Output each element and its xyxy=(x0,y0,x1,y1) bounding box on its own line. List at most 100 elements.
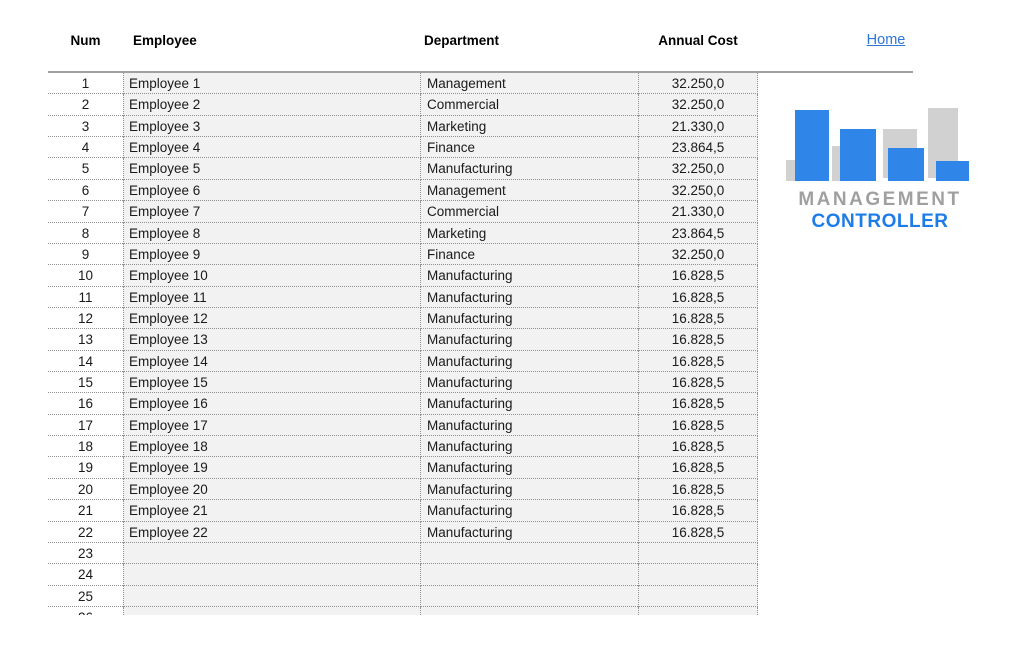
cell-department[interactable]: Manufacturing xyxy=(421,265,638,287)
cell-annual-cost[interactable]: 23.864,5 xyxy=(638,222,758,244)
cell-annual-cost[interactable] xyxy=(638,564,758,586)
cell-employee[interactable]: Employee 13 xyxy=(123,329,421,351)
column-header-annual-cost[interactable]: Annual Cost xyxy=(658,33,738,48)
cell-annual-cost[interactable]: 16.828,5 xyxy=(638,350,758,373)
cell-employee[interactable]: Employee 10 xyxy=(123,265,421,287)
cell-annual-cost[interactable]: 16.828,5 xyxy=(638,329,758,351)
cell-department[interactable]: Manufacturing xyxy=(421,478,638,501)
cell-employee[interactable]: Employee 2 xyxy=(123,94,421,116)
cell-employee[interactable]: Employee 22 xyxy=(123,521,421,543)
cell-employee[interactable]: Employee 16 xyxy=(123,393,421,415)
cell-employee[interactable] xyxy=(123,542,421,565)
cell-department[interactable]: Management xyxy=(421,179,638,202)
cell-num[interactable]: 4 xyxy=(48,137,123,159)
cell-annual-cost[interactable]: 16.828,5 xyxy=(638,372,758,394)
cell-department[interactable] xyxy=(421,585,638,607)
cell-num[interactable]: 22 xyxy=(48,521,123,543)
cell-num[interactable]: 24 xyxy=(48,564,123,586)
cell-annual-cost[interactable]: 16.828,5 xyxy=(638,393,758,415)
cell-annual-cost[interactable] xyxy=(638,606,758,615)
cell-department[interactable] xyxy=(421,542,638,565)
cell-employee[interactable]: Employee 4 xyxy=(123,137,421,159)
cell-annual-cost[interactable] xyxy=(638,585,758,607)
cell-employee[interactable]: Employee 5 xyxy=(123,158,421,180)
cell-employee[interactable] xyxy=(123,564,421,586)
cell-employee[interactable]: Employee 1 xyxy=(123,73,421,95)
cell-annual-cost[interactable]: 32.250,0 xyxy=(638,243,758,266)
cell-num[interactable]: 11 xyxy=(48,286,123,308)
cell-employee[interactable]: Employee 8 xyxy=(123,222,421,244)
cell-annual-cost[interactable] xyxy=(638,542,758,565)
cell-department[interactable]: Marketing xyxy=(421,115,638,138)
cell-department[interactable]: Manufacturing xyxy=(421,414,638,437)
column-header-num[interactable]: Num xyxy=(70,33,101,48)
cell-annual-cost[interactable]: 16.828,5 xyxy=(638,307,758,330)
cell-num[interactable]: 9 xyxy=(48,243,123,266)
cell-department[interactable]: Manufacturing xyxy=(421,457,638,479)
cell-num[interactable]: 16 xyxy=(48,393,123,415)
cell-employee[interactable]: Employee 6 xyxy=(123,179,421,202)
cell-department[interactable]: Finance xyxy=(421,137,638,159)
cell-num[interactable]: 15 xyxy=(48,372,123,394)
cell-department[interactable]: Manufacturing xyxy=(421,521,638,543)
cell-employee[interactable]: Employee 21 xyxy=(123,500,421,522)
cell-num[interactable]: 21 xyxy=(48,500,123,522)
column-header-department[interactable]: Department xyxy=(424,33,500,48)
cell-num[interactable]: 5 xyxy=(48,158,123,180)
cell-num[interactable]: 10 xyxy=(48,265,123,287)
cell-department[interactable]: Management xyxy=(421,73,638,95)
cell-department[interactable]: Manufacturing xyxy=(421,350,638,373)
cell-employee[interactable] xyxy=(123,606,421,615)
cell-num[interactable]: 1 xyxy=(48,73,123,95)
cell-annual-cost[interactable]: 32.250,0 xyxy=(638,73,758,95)
cell-department[interactable]: Manufacturing xyxy=(421,286,638,308)
cell-annual-cost[interactable]: 16.828,5 xyxy=(638,500,758,522)
cell-department[interactable]: Commercial xyxy=(421,94,638,116)
cell-department[interactable]: Manufacturing xyxy=(421,329,638,351)
cell-num[interactable]: 23 xyxy=(48,542,123,565)
cell-annual-cost[interactable]: 16.828,5 xyxy=(638,265,758,287)
cell-department[interactable]: Manufacturing xyxy=(421,500,638,522)
cell-annual-cost[interactable]: 16.828,5 xyxy=(638,436,758,458)
cell-employee[interactable]: Employee 20 xyxy=(123,478,421,501)
cell-num[interactable]: 6 xyxy=(48,179,123,202)
cell-annual-cost[interactable]: 21.330,0 xyxy=(638,201,758,223)
cell-num[interactable]: 12 xyxy=(48,307,123,330)
cell-employee[interactable]: Employee 7 xyxy=(123,201,421,223)
cell-num[interactable]: 25 xyxy=(48,585,123,607)
cell-department[interactable]: Marketing xyxy=(421,222,638,244)
cell-department[interactable] xyxy=(421,564,638,586)
cell-num[interactable]: 14 xyxy=(48,350,123,373)
cell-department[interactable]: Manufacturing xyxy=(421,158,638,180)
cell-annual-cost[interactable]: 32.250,0 xyxy=(638,158,758,180)
cell-annual-cost[interactable]: 16.828,5 xyxy=(638,414,758,437)
cell-num[interactable]: 18 xyxy=(48,436,123,458)
cell-employee[interactable]: Employee 15 xyxy=(123,372,421,394)
cell-annual-cost[interactable]: 16.828,5 xyxy=(638,286,758,308)
cell-annual-cost[interactable]: 16.828,5 xyxy=(638,457,758,479)
cell-annual-cost[interactable]: 16.828,5 xyxy=(638,521,758,543)
cell-employee[interactable]: Employee 18 xyxy=(123,436,421,458)
cell-num[interactable]: 2 xyxy=(48,94,123,116)
cell-num[interactable]: 17 xyxy=(48,414,123,437)
cell-num[interactable]: 13 xyxy=(48,329,123,351)
cell-employee[interactable]: Employee 19 xyxy=(123,457,421,479)
cell-num[interactable]: 8 xyxy=(48,222,123,244)
cell-department[interactable]: Manufacturing xyxy=(421,307,638,330)
column-header-employee[interactable]: Employee xyxy=(133,33,197,48)
cell-department[interactable]: Finance xyxy=(421,243,638,266)
cell-department[interactable]: Commercial xyxy=(421,201,638,223)
cell-department[interactable]: Manufacturing xyxy=(421,393,638,415)
cell-employee[interactable]: Employee 14 xyxy=(123,350,421,373)
cell-annual-cost[interactable]: 23.864,5 xyxy=(638,137,758,159)
cell-department[interactable]: Manufacturing xyxy=(421,436,638,458)
cell-employee[interactable]: Employee 17 xyxy=(123,414,421,437)
cell-employee[interactable]: Employee 9 xyxy=(123,243,421,266)
cell-num[interactable]: 7 xyxy=(48,201,123,223)
cell-annual-cost[interactable]: 32.250,0 xyxy=(638,179,758,202)
cell-employee[interactable]: Employee 12 xyxy=(123,307,421,330)
cell-annual-cost[interactable]: 32.250,0 xyxy=(638,94,758,116)
cell-annual-cost[interactable]: 16.828,5 xyxy=(638,478,758,501)
home-link[interactable]: Home xyxy=(866,32,906,48)
cell-employee[interactable]: Employee 11 xyxy=(123,286,421,308)
